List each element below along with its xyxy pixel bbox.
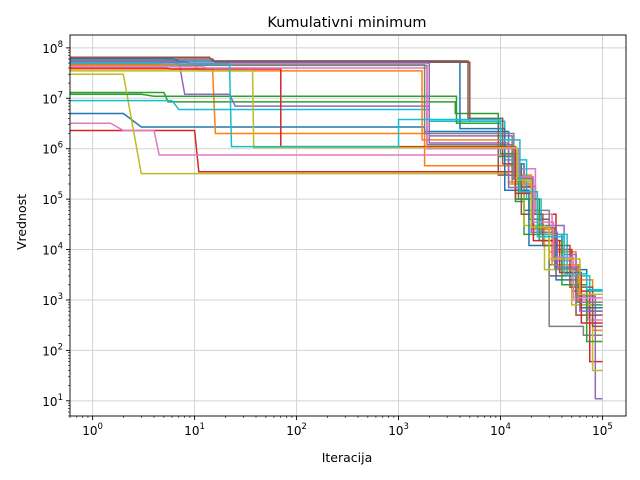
y-tick-label: 101 (42, 393, 63, 409)
x-tick-label: 102 (286, 422, 307, 438)
ticks: 100 101 102 103 104 105 101 102 103 104 105 106 107 1… (42, 40, 613, 438)
y-axis-label: Vrednost (14, 194, 29, 250)
y-tick-label: 106 (42, 141, 63, 157)
y-tick-label: 105 (42, 191, 63, 207)
x-tick-label: 104 (490, 422, 511, 438)
y-tick-label: 104 (42, 242, 63, 258)
y-tick-label: 103 (42, 292, 63, 308)
x-tick-label: 100 (82, 422, 103, 438)
x-tick-label: 101 (184, 422, 205, 438)
series-line-20 (70, 62, 603, 291)
chart-title: Kumulativni minimum (267, 15, 426, 31)
series-line-9 (70, 73, 603, 372)
series-line-19 (70, 70, 603, 295)
series-line-10 (70, 99, 603, 292)
x-axis-label: Iteracija (322, 450, 373, 465)
series-line-16 (70, 56, 603, 328)
y-tick-label: 102 (42, 342, 63, 358)
series-line-17 (70, 66, 603, 299)
y-tick-label: 108 (42, 40, 63, 56)
y-tick-label: 107 (42, 90, 63, 106)
series-line-18 (70, 59, 603, 304)
series-layer (70, 56, 603, 400)
x-tick-label: 105 (592, 422, 613, 438)
x-tick-label: 103 (388, 422, 409, 438)
series-line-14 (70, 67, 603, 324)
